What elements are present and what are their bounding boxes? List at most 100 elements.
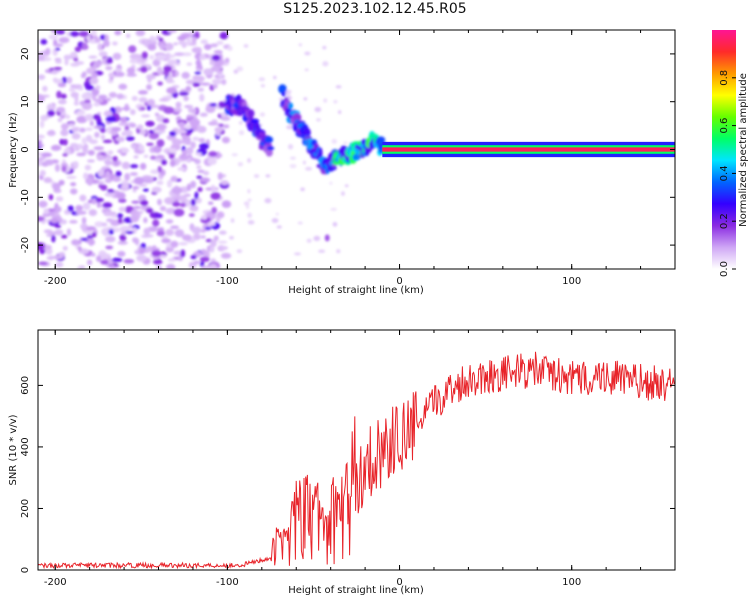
noise-blob [323,98,328,103]
echo-blob [365,146,372,153]
noise-blob [167,30,177,33]
noise-blob [55,30,66,35]
noise-blob [65,114,70,120]
noise-blob [71,127,79,133]
noise-blob [100,184,108,191]
echo-blob [287,102,294,110]
noise-blob [112,155,118,162]
noise-blob [121,107,131,111]
noise-blob [236,66,244,72]
noise-blob [258,77,266,82]
noise-blob [96,201,101,208]
noise-blob [102,139,113,144]
noise-blob [146,105,152,111]
snr-x-label: Height of straight line (km) [288,585,424,596]
noise-blob [185,86,191,92]
noise-blob [143,234,154,238]
noise-blob [211,206,218,214]
noise-blob [89,139,98,145]
noise-blob [205,105,216,113]
noise-blob [103,110,113,117]
noise-blob [59,138,65,146]
noise-blob [201,248,207,255]
noise-blob [185,146,194,155]
noise-blob [131,95,138,102]
snr-series-line [38,351,675,570]
noise-blob [112,52,122,61]
noise-blob [157,165,163,173]
noise-blob [95,85,101,90]
noise-blob [132,237,138,243]
noise-blob [105,115,117,123]
noise-blob [81,137,88,145]
noise-blob [137,90,148,95]
y-tick-label: -10 [20,189,31,205]
noise-blob [172,108,183,113]
noise-blob [178,242,188,246]
noise-blob [164,42,174,51]
noise-blob [211,78,222,85]
noise-blob [55,262,64,268]
noise-blob [186,36,191,45]
noise-blob [100,253,111,259]
noise-blob [186,62,193,66]
noise-blob [91,72,98,79]
noise-blob [210,258,216,263]
noise-blob [66,228,72,237]
noise-blob [168,54,176,58]
noise-blob [207,157,217,166]
noise-blob [82,145,89,152]
noise-blob [150,155,157,160]
noise-blob [143,227,151,235]
noise-blob [148,129,155,134]
noise-blob [194,31,200,39]
noise-blob [227,46,233,52]
noise-blob [94,98,104,103]
noise-blob [114,106,122,113]
noise-blob [199,112,208,117]
noise-blob [210,184,216,193]
noise-blob [164,52,172,60]
noise-blob [221,200,232,208]
noise-blob [56,206,62,213]
noise-blob [170,225,180,230]
noise-blob [38,74,46,80]
snr-frame [37,329,676,571]
noise-blob [208,264,218,269]
noise-blob [75,204,83,212]
noise-blob [88,209,98,217]
noise-blob [220,252,232,259]
figure-title: S125.2023.102.12.45.R05 [283,1,467,17]
noise-blob [246,204,250,209]
noise-blob [177,167,186,171]
noise-blob [179,194,187,203]
noise-blob [313,235,321,242]
colorbar-tick-label: 0.0 [719,261,730,277]
noise-blob [298,43,303,47]
noise-blob [131,200,140,204]
noise-blob [152,219,160,227]
noise-blob [78,127,86,133]
noise-blob [208,151,218,158]
noise-blob [82,202,91,211]
noise-blob [141,51,148,60]
y-tick-label: 10 [20,95,31,108]
noise-blob [48,231,56,236]
noise-blob [114,30,122,36]
noise-blob [200,39,208,44]
noise-blob [322,45,327,50]
noise-blob [200,265,210,269]
noise-blob [322,61,329,67]
noise-blob [56,106,66,113]
noise-blob [178,40,186,46]
noise-blob [165,75,174,84]
noise-blob [306,238,312,243]
colorbar-gradient [712,30,736,269]
noise-blob [130,215,140,223]
noise-blob [70,51,78,58]
noise-blob [147,43,157,51]
noise-blob [140,114,151,118]
noise-blob [156,139,165,148]
noise-blob [112,41,118,46]
noise-blob [238,130,245,136]
